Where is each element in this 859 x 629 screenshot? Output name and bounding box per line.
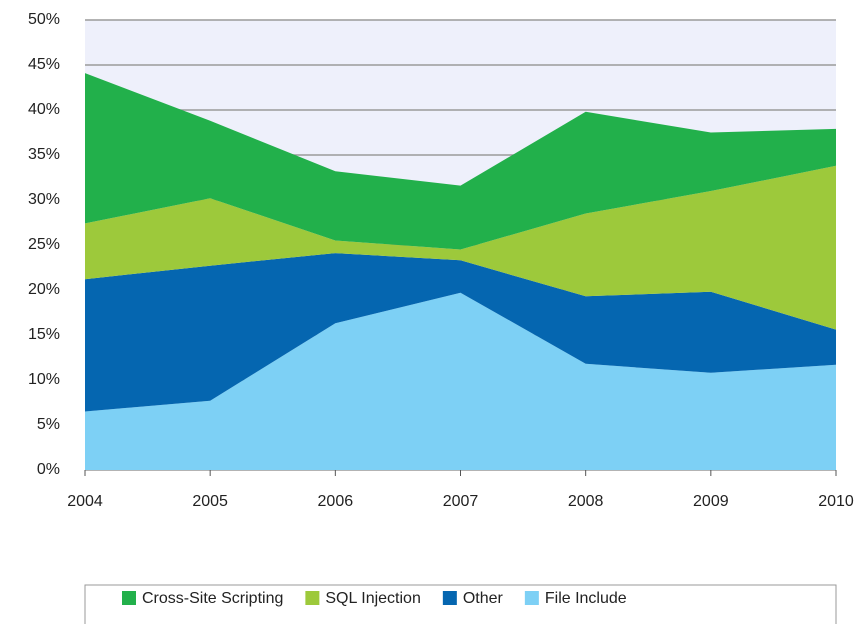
x-tick-label: 2004 — [67, 493, 103, 510]
legend-label: Other — [463, 590, 504, 607]
area — [85, 253, 836, 412]
area — [85, 165, 836, 330]
y-tick-label: 15% — [28, 326, 60, 343]
legend-box — [84, 584, 837, 629]
y-tick-label: 0% — [37, 461, 60, 478]
y-tick-label: 30% — [28, 191, 60, 208]
legend-swatch — [305, 591, 320, 605]
y-tick-label: 5% — [37, 416, 60, 433]
x-tick-label: 2009 — [693, 493, 729, 510]
x-tick-label: 2007 — [443, 493, 479, 510]
y-tick-label: 25% — [28, 236, 60, 253]
x-tick-label: 2010 — [818, 493, 854, 510]
legend-swatch — [122, 591, 136, 605]
legend-label: Cross-Site Scripting — [142, 590, 283, 607]
x-tick-label: 2005 — [192, 493, 228, 510]
legend-label: File Include — [545, 590, 627, 607]
y-tick-label: 20% — [28, 281, 60, 298]
x-tick-label: 2008 — [568, 493, 604, 510]
y-tick-label: 10% — [28, 371, 60, 388]
y-tick-label: 45% — [28, 56, 60, 73]
legend-swatch — [442, 591, 457, 605]
x-tick-label: 2006 — [318, 493, 354, 510]
area — [85, 73, 836, 250]
legend-swatch — [524, 591, 539, 605]
y-tick-label: 35% — [28, 146, 60, 163]
y-tick-label: 50% — [28, 11, 60, 28]
legend-label: SQL Injection — [325, 590, 420, 607]
y-tick-label: 40% — [28, 101, 60, 118]
area — [85, 292, 836, 470]
